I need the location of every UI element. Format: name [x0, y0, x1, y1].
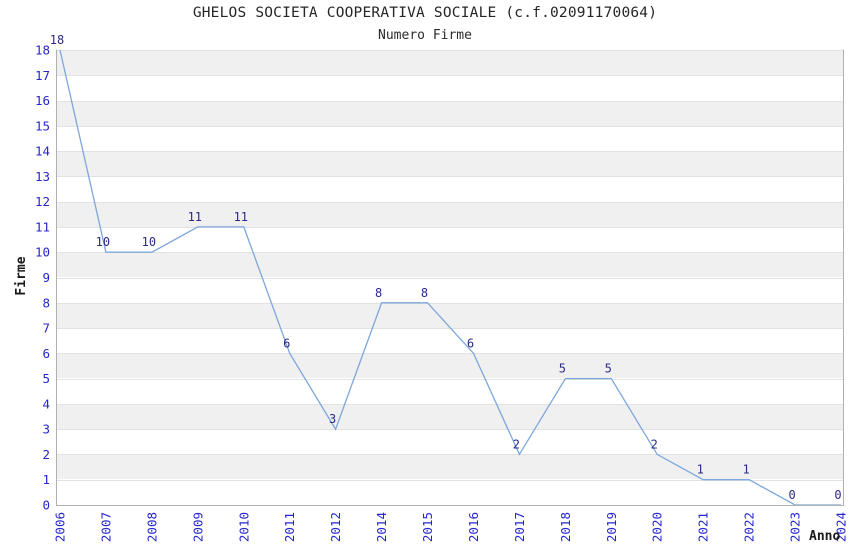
chart-subtitle: Numero Firme	[378, 28, 472, 43]
chart-line	[59, 49, 841, 506]
y-tick-label: 14	[35, 144, 50, 159]
y-tick-label: 4	[42, 396, 50, 411]
data-label: 18	[50, 33, 64, 47]
y-tick-label: 0	[42, 498, 50, 513]
x-tick-label: 2019	[604, 512, 619, 542]
y-tick-label: 6	[42, 346, 50, 361]
data-label: 1	[697, 463, 704, 477]
x-tick-label: 2022	[742, 512, 757, 542]
x-tick-label: 2010	[236, 512, 251, 542]
x-tick-label: 2007	[98, 512, 113, 542]
plot-band	[56, 101, 843, 126]
data-label: 1	[742, 463, 749, 477]
data-label: 0	[834, 488, 841, 502]
chart-title: GHELOS SOCIETA COOPERATIVA SOCIALE (c.f.…	[192, 5, 658, 21]
data-label: 10	[142, 235, 156, 249]
plot-band	[56, 404, 843, 429]
x-tick-label: 2018	[558, 512, 573, 542]
data-label: 0	[788, 488, 795, 502]
y-tick-label: 2	[42, 447, 50, 462]
data-label: 11	[234, 210, 248, 224]
data-label: 11	[188, 210, 202, 224]
x-tick-label: 2014	[374, 512, 389, 542]
data-label: 10	[96, 235, 110, 249]
y-tick-label: 11	[35, 219, 50, 234]
x-axis-title: Anno	[809, 529, 841, 544]
y-tick-label: 17	[35, 68, 50, 83]
x-tick-label: 2009	[190, 512, 205, 542]
data-label: 8	[375, 286, 382, 300]
data-label: 2	[651, 437, 658, 451]
x-tick-label: 2020	[650, 512, 665, 542]
plot-band	[56, 454, 843, 479]
x-tick-label: 2008	[144, 512, 159, 542]
y-tick-label: 10	[35, 245, 50, 260]
data-label: 2	[513, 437, 520, 451]
x-tick-label: 2015	[420, 512, 435, 542]
data-label: 5	[559, 362, 566, 376]
x-tick-label: 2024	[834, 512, 849, 542]
plot-band	[56, 151, 843, 176]
y-tick-label: 8	[42, 295, 50, 310]
plot-band	[56, 353, 843, 378]
y-tick-label: 12	[35, 194, 50, 209]
y-tick-label: 7	[42, 321, 50, 336]
data-label: 8	[421, 286, 428, 300]
data-label: 6	[467, 336, 474, 350]
y-tick-label: 9	[42, 270, 50, 285]
x-tick-label: 2016	[466, 512, 481, 542]
x-tick-label: 2006	[53, 512, 68, 542]
x-tick-label: 2012	[328, 512, 343, 542]
x-tick-label: 2023	[788, 512, 803, 542]
x-tick-label: 2021	[696, 512, 711, 542]
x-tick-label: 2017	[512, 512, 527, 542]
y-tick-label: 1	[42, 472, 50, 487]
data-label: 3	[329, 412, 336, 426]
y-tick-label: 15	[35, 118, 50, 133]
y-tick-label: 16	[35, 93, 50, 108]
plot-band	[56, 202, 843, 227]
data-label: 5	[605, 362, 612, 376]
data-label: 6	[283, 336, 290, 350]
y-tick-label: 5	[42, 371, 50, 386]
y-tick-label: 3	[42, 422, 50, 437]
plot-band	[56, 252, 843, 277]
y-axis-title: Firme	[14, 256, 29, 296]
y-tick-label: 13	[35, 169, 50, 184]
x-tick-label: 2011	[282, 512, 297, 542]
y-tick-label: 18	[35, 43, 50, 58]
plot-band	[56, 303, 843, 328]
plot-band	[56, 50, 843, 75]
